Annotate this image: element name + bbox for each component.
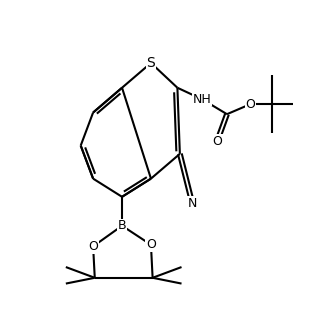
Text: NH: NH	[193, 93, 212, 106]
Text: O: O	[146, 238, 156, 251]
Text: S: S	[147, 56, 155, 70]
Text: O: O	[212, 135, 222, 148]
Text: B: B	[118, 219, 126, 232]
Text: N: N	[187, 197, 197, 210]
Text: O: O	[245, 98, 255, 111]
Text: O: O	[88, 240, 98, 253]
